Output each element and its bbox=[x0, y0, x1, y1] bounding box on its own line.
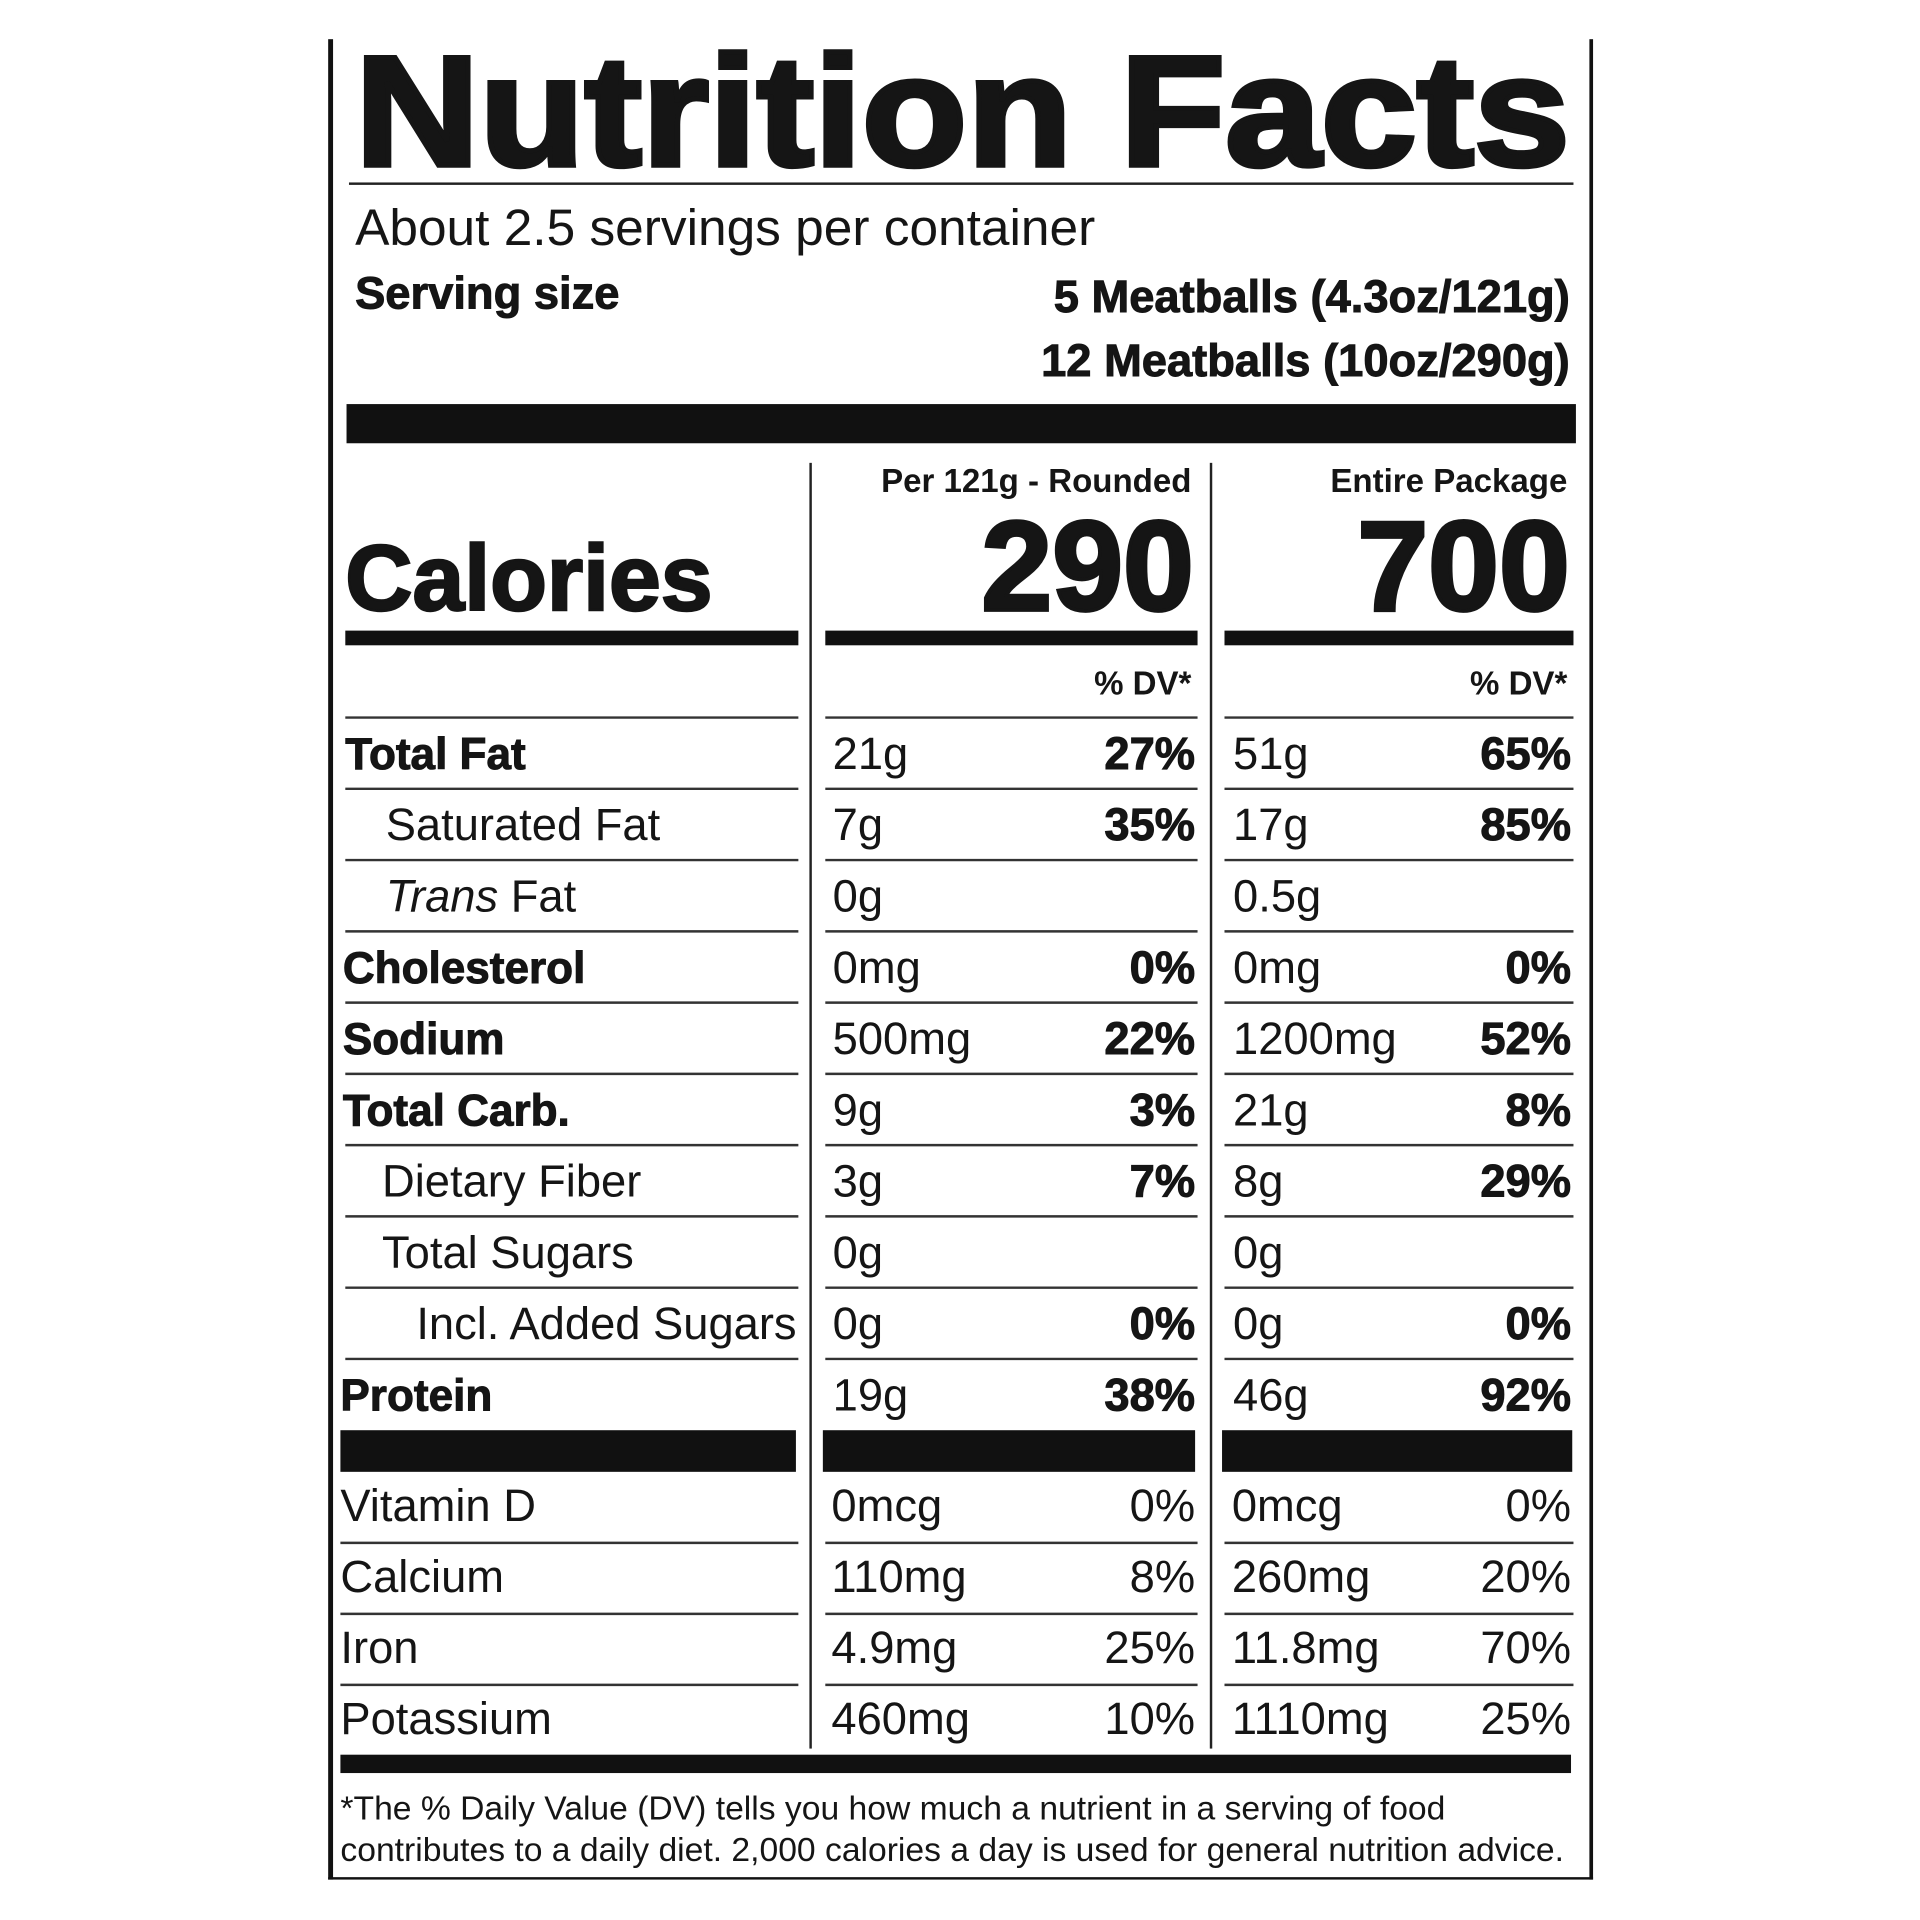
nutrient-dv: 65% bbox=[1480, 728, 1571, 779]
nutrient-amount: 0g bbox=[1233, 1227, 1283, 1278]
vitamin-dv: 25% bbox=[1480, 1693, 1571, 1744]
nutrient-dv: 29% bbox=[1480, 1156, 1571, 1207]
nutrient-name: Saturated Fat bbox=[386, 799, 661, 850]
nutrient-name: Total Fat bbox=[345, 730, 526, 779]
vitamin-dv: 8% bbox=[1130, 1551, 1195, 1602]
nutrient-dv: 35% bbox=[1104, 799, 1195, 850]
nutrient-name: Dietary Fiber bbox=[382, 1156, 641, 1207]
vitamin-dv: 0% bbox=[1506, 1480, 1571, 1531]
column-header: Per 121g - Rounded bbox=[881, 463, 1191, 500]
nutrient-amount: 8g bbox=[1233, 1156, 1283, 1207]
dv-header: % DV* bbox=[1470, 665, 1567, 702]
footnote: contributes to a daily diet. 2,000 calor… bbox=[340, 1832, 1564, 1869]
border-bottom bbox=[328, 1877, 1594, 1880]
nutrient-amount: 500mg bbox=[833, 1013, 972, 1064]
nutrient-name: Sodium bbox=[343, 1015, 505, 1064]
thick-bar bbox=[346, 404, 1576, 444]
servings-per-container: About 2.5 servings per container bbox=[355, 198, 1095, 256]
vitamin-name: Potassium bbox=[340, 1693, 551, 1744]
title: Nutrition Facts bbox=[355, 24, 1570, 199]
nutrient-name: Incl. Added Sugars bbox=[416, 1298, 796, 1349]
nutrient-amount: 17g bbox=[1233, 799, 1309, 850]
nutrient-dv: 92% bbox=[1480, 1369, 1571, 1420]
nutrient-name: Total Sugars bbox=[382, 1227, 634, 1278]
calories-value: 290 bbox=[981, 495, 1193, 637]
bottom-bar bbox=[340, 1754, 1572, 1774]
nutrient-amount: 1200mg bbox=[1233, 1013, 1397, 1064]
vitamin-dv: 0% bbox=[1130, 1480, 1195, 1531]
nutrient-name-rest: Fat bbox=[498, 871, 576, 922]
protein-bar bbox=[340, 1430, 796, 1472]
nutrient-name-italic: Trans bbox=[386, 871, 498, 922]
nutrient-dv: 52% bbox=[1480, 1013, 1571, 1064]
serving-size-value: 5 Meatballs (4.3oz/121g) bbox=[1054, 271, 1570, 322]
nutrient-amount: 0.5g bbox=[1233, 871, 1321, 922]
border-right bbox=[1589, 39, 1594, 1880]
nutrient-dv: 85% bbox=[1480, 799, 1571, 850]
dv-header: % DV* bbox=[1094, 665, 1191, 702]
nutrient-dv: 0% bbox=[1506, 942, 1571, 993]
nutrient-dv: 22% bbox=[1104, 1013, 1195, 1064]
calories-bar bbox=[345, 630, 799, 646]
column-divider bbox=[809, 462, 812, 1749]
calories-bar bbox=[825, 630, 1198, 646]
vitamin-name: Vitamin D bbox=[340, 1480, 536, 1531]
nutrient-name: Cholesterol bbox=[343, 944, 585, 993]
nutrient-amount: 7g bbox=[833, 799, 883, 850]
vitamin-dv: 25% bbox=[1104, 1622, 1195, 1673]
column-header: Entire Package bbox=[1330, 463, 1567, 500]
nutrient-amount: 0g bbox=[833, 871, 883, 922]
nutrient-amount: 0g bbox=[833, 1298, 883, 1349]
nutrient-dv: 0% bbox=[1506, 1298, 1571, 1349]
vitamin-dv: 10% bbox=[1104, 1693, 1195, 1744]
footnote: *The % Daily Value (DV) tells you how mu… bbox=[340, 1791, 1445, 1828]
nutrient-dv: 8% bbox=[1506, 1084, 1571, 1135]
calories-label: Calories bbox=[345, 526, 712, 630]
vitamin-amount: 0mcg bbox=[1232, 1480, 1343, 1531]
title-rule bbox=[348, 182, 1574, 185]
column-divider bbox=[1209, 462, 1213, 1749]
nutrient-dv: 27% bbox=[1104, 728, 1195, 779]
serving-size-value: 12 Meatballs (10oz/290g) bbox=[1041, 335, 1570, 386]
vitamin-name: Calcium bbox=[340, 1551, 504, 1602]
nutrient-amount: 3g bbox=[833, 1156, 883, 1207]
nutrient-name: Protein bbox=[340, 1371, 492, 1420]
serving-size-label: Serving size bbox=[355, 268, 619, 319]
protein-bar bbox=[822, 1430, 1196, 1472]
calories-bar bbox=[1224, 630, 1574, 646]
border-left bbox=[328, 39, 334, 1880]
vitamin-amount: 110mg bbox=[831, 1551, 966, 1602]
calories-value: 700 bbox=[1357, 495, 1569, 637]
nutrient-name: Total Carb. bbox=[343, 1086, 570, 1135]
nutrient-dv: 0% bbox=[1130, 942, 1195, 993]
nutrient-dv: 38% bbox=[1104, 1369, 1195, 1420]
vitamin-dv: 70% bbox=[1480, 1622, 1571, 1673]
nutrient-amount: 0g bbox=[1233, 1298, 1283, 1349]
vitamin-name: Iron bbox=[340, 1622, 418, 1673]
vitamin-dv: 20% bbox=[1480, 1551, 1571, 1602]
nutrient-amount: 46g bbox=[1233, 1369, 1309, 1420]
protein-bar bbox=[1222, 1430, 1573, 1472]
nutrient-dv: 0% bbox=[1130, 1298, 1195, 1349]
nutrient-amount: 0g bbox=[833, 1227, 883, 1278]
vitamin-amount: 4.9mg bbox=[831, 1622, 957, 1673]
nutrient-amount: 0mg bbox=[1233, 942, 1321, 993]
vitamin-amount: 460mg bbox=[831, 1693, 970, 1744]
nutrient-amount: 0mg bbox=[833, 942, 921, 993]
nutrient-dv: 3% bbox=[1130, 1084, 1195, 1135]
vitamin-amount: 260mg bbox=[1232, 1551, 1371, 1602]
nutrient-amount: 9g bbox=[833, 1084, 883, 1135]
nutrient-amount: 21g bbox=[1233, 1084, 1309, 1135]
nutrient-name: Trans Fat bbox=[386, 871, 577, 922]
vitamin-amount: 0mcg bbox=[831, 1480, 942, 1531]
nutrient-amount: 19g bbox=[833, 1369, 909, 1420]
vitamin-amount: 11.8mg bbox=[1232, 1622, 1380, 1673]
nutrient-dv: 7% bbox=[1130, 1156, 1195, 1207]
nutrient-amount: 21g bbox=[833, 728, 909, 779]
nutrient-amount: 51g bbox=[1233, 728, 1309, 779]
vitamin-amount: 1110mg bbox=[1232, 1693, 1389, 1744]
